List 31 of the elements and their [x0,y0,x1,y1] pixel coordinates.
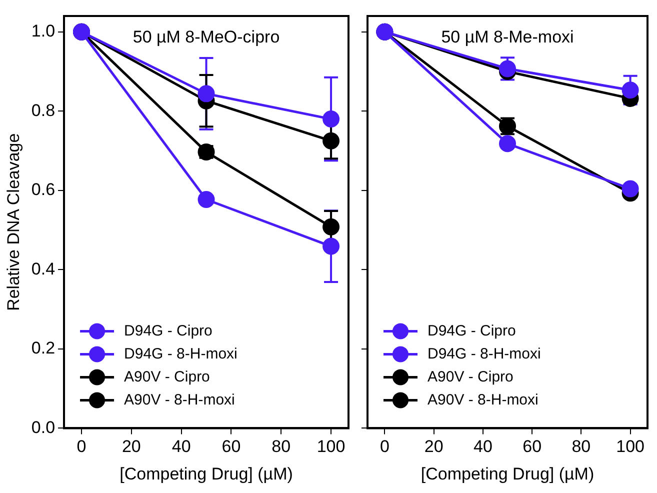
text: 50 µM 8-Me-moxi [441,28,574,47]
legend-label: D94G - 8-H-moxi [428,345,541,362]
x-tick-label: 80 [572,437,591,456]
x-axis-title: [Competing Drug] (µM) [120,464,293,484]
legend-label: A90V - 8-H-moxi [428,391,538,408]
x-tick-label: 20 [122,437,141,456]
x-tick-label: 80 [272,437,291,456]
y-axis-title: Relative DNA Cleavage [4,133,23,311]
x-tick-label: 60 [522,437,542,456]
x-tick-label: 100 [616,437,644,456]
x-tick-label: 0 [380,437,390,456]
legend-label: A90V - Cipro [428,368,514,386]
y-tick-label: 0.4 [31,259,56,278]
x-tick-label: 60 [222,437,241,456]
x-tick-label: 100 [316,437,346,456]
legend-label: A90V - Cipro [124,368,210,386]
legend-label: D94G - Cipro [428,322,516,340]
text: 50 µM 8-MeO-cipro [132,28,280,47]
y-tick-label: 0.8 [31,100,56,120]
y-tick-label: 1.0 [31,22,56,41]
x-tick-label: 20 [424,437,444,456]
y-tick-label: 0.0 [31,418,56,437]
x-tick-label: 0 [76,437,86,456]
x-axis-title: [Competing Drug] (µM) [420,464,594,484]
y-tick-label: 0.6 [31,180,56,200]
legend-label: A90V - 8-H-moxi [124,391,235,408]
y-tick-label: 0.2 [31,338,56,358]
x-tick-label: 40 [172,437,191,456]
legend-label: D94G - Cipro [124,322,212,340]
x-tick-label: 40 [473,437,492,456]
legend-label: D94G - 8-H-moxi [124,345,238,362]
